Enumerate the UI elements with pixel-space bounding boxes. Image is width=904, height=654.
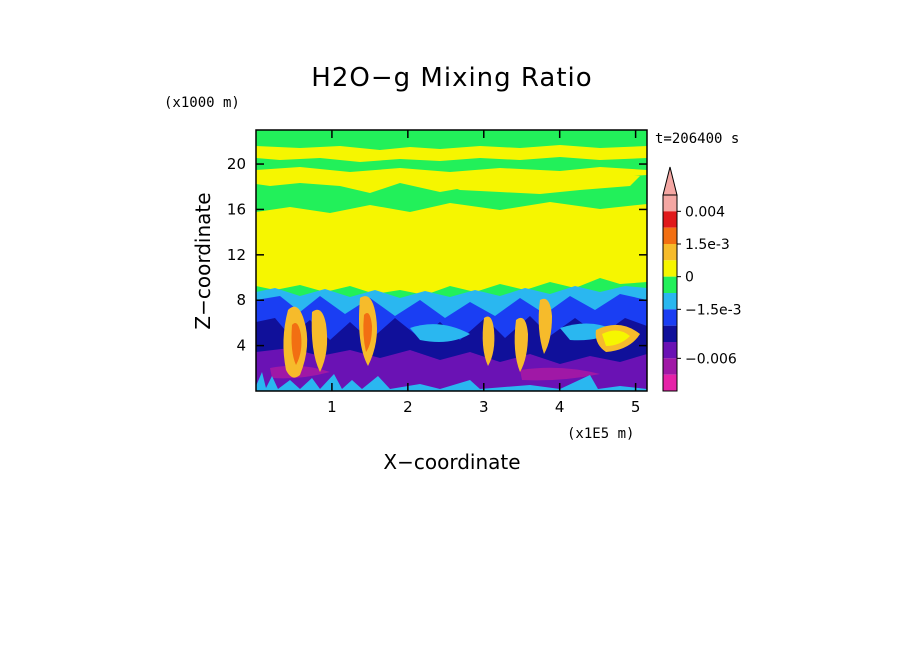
upper-streak-1: [256, 145, 647, 162]
colorbar-level: [663, 260, 677, 277]
x-tick-label: 4: [555, 398, 565, 416]
colorbar-level: [663, 358, 677, 375]
contour-field: [256, 130, 647, 391]
x-unit-label: (x1E5 m): [567, 426, 634, 442]
colorbar-level: [663, 293, 677, 310]
time-label: t=206400 s: [655, 131, 739, 147]
y-axis-label: Z−coordinate: [191, 192, 215, 329]
y-unit-label: (x1000 m): [164, 95, 240, 111]
main-moist-layer: [256, 202, 647, 295]
plot-frame: [255, 129, 648, 392]
x-tick-label: 5: [631, 398, 641, 416]
colorbar-level: [663, 342, 677, 359]
pocket-1: [410, 324, 470, 342]
colorbar-level: [663, 244, 677, 261]
surface-noise: [256, 372, 647, 391]
chart-title: H2O−g Mixing Ratio: [311, 63, 592, 93]
colorbar-frame: [662, 194, 678, 392]
convective-plumes: [283, 296, 640, 378]
magenta-pocket-2: [520, 367, 600, 381]
y-axis-ticks: 4 8 12 16 20: [227, 155, 647, 355]
colorbar-label: 0.004: [685, 204, 725, 220]
y-tick-label: 8: [236, 291, 246, 309]
colorbar-arrow: [662, 166, 678, 196]
colorbar-label: 1.5e-3: [685, 237, 730, 253]
x-axis-label: X−coordinate: [383, 450, 520, 474]
colorbar-level: [663, 374, 677, 391]
colorbar-level: [663, 227, 677, 244]
y-tick-label: 16: [227, 200, 246, 218]
colorbar-level: [663, 309, 677, 326]
x-tick-label: 2: [403, 398, 413, 416]
colorbar-level: [663, 195, 677, 212]
colorbar-level: [663, 325, 677, 342]
y-tick-label: 20: [227, 155, 246, 173]
x-tick-label: 3: [479, 398, 489, 416]
colorbar-label: −1.5e-3: [685, 302, 742, 318]
x-axis-ticks: 1 2 3 4 5: [327, 130, 640, 416]
y-tick-label: 12: [227, 246, 246, 264]
colorbar: 0.004 1.5e-3 0 −1.5e-3 −0.006: [662, 166, 742, 392]
colorbar-label: −0.006: [685, 351, 737, 367]
x-tick-label: 1: [327, 398, 337, 416]
colorbar-level: [663, 211, 677, 228]
colorbar-label: 0: [685, 270, 694, 286]
y-tick-label: 4: [236, 337, 246, 355]
purple-layer: [256, 348, 647, 391]
upper-streak-3: [420, 172, 640, 194]
colorbar-level: [663, 276, 677, 293]
